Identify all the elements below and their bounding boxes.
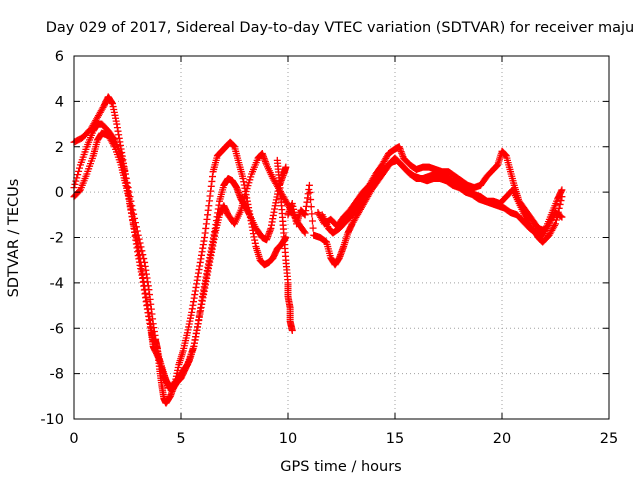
data-point <box>72 177 80 185</box>
y-tick-label: 2 <box>55 140 64 156</box>
y-tick-label: -8 <box>50 367 64 383</box>
data-point <box>131 219 139 227</box>
series-track-6 <box>314 143 566 235</box>
data-point <box>305 181 313 189</box>
data-point <box>308 217 316 225</box>
data-point <box>130 210 138 218</box>
series-track-7 <box>318 156 566 246</box>
chart-title: Day 029 of 2017, Sidereal Day-to-day VTE… <box>46 20 635 36</box>
y-tick-label: 6 <box>55 49 64 65</box>
x-tick-label: 25 <box>600 431 618 447</box>
data-point <box>307 203 315 211</box>
x-tick-label: 5 <box>176 431 185 447</box>
data-point <box>288 327 296 335</box>
data-point <box>121 170 129 178</box>
data-point <box>110 135 118 143</box>
y-tick-label: 0 <box>55 185 64 201</box>
data-point <box>132 223 140 231</box>
scatter-points <box>70 93 566 407</box>
data-point <box>551 222 559 230</box>
data-point <box>123 179 131 187</box>
y-axis-label: SDTVAR / TECUs <box>6 179 22 298</box>
data-point <box>183 362 191 370</box>
data-point <box>137 243 145 251</box>
series-track-1 <box>70 93 290 407</box>
data-point <box>138 247 146 255</box>
y-tick-label: -4 <box>50 276 64 292</box>
data-point <box>553 212 561 220</box>
y-tick-label: -6 <box>50 321 64 337</box>
data-point <box>74 171 82 179</box>
data-point <box>554 208 562 216</box>
data-point <box>306 188 314 196</box>
data-point <box>134 231 142 239</box>
data-point <box>126 193 134 201</box>
axis-ticks <box>73 55 610 420</box>
data-point <box>124 184 132 192</box>
data-point <box>555 204 563 212</box>
data-point <box>128 202 136 210</box>
y-tick-label: -2 <box>50 231 64 247</box>
grid-lines <box>74 56 609 419</box>
data-point <box>558 193 566 201</box>
data-point <box>557 197 565 205</box>
data-point <box>75 167 83 175</box>
x-tick-labels: 0 5 10 15 20 25 <box>69 431 618 447</box>
y-tick-label: 4 <box>55 94 64 110</box>
x-tick-label: 0 <box>69 431 78 447</box>
data-point <box>307 196 315 204</box>
data-point <box>558 213 566 221</box>
data-point <box>135 235 143 243</box>
data-point <box>282 163 290 171</box>
data-point <box>139 251 147 259</box>
data-point <box>556 200 564 208</box>
data-point <box>133 227 141 235</box>
data-point <box>71 180 79 188</box>
x-tick-label: 10 <box>279 431 297 447</box>
data-point <box>301 229 309 237</box>
data-point <box>136 239 144 247</box>
data-point <box>558 186 566 194</box>
data-point <box>309 224 317 232</box>
series-track-3 <box>70 120 309 391</box>
data-point <box>125 188 133 196</box>
data-point <box>76 164 84 172</box>
data-point <box>140 255 148 263</box>
series-track-4 <box>273 156 296 335</box>
x-axis-label: GPS time / hours <box>280 459 401 475</box>
data-point <box>122 175 130 183</box>
x-tick-label: 15 <box>386 431 404 447</box>
data-point <box>129 206 137 214</box>
data-point <box>308 210 316 218</box>
data-point <box>131 214 139 222</box>
data-point <box>552 216 560 224</box>
y-tick-labels: -10 -8 -6 -4 -2 0 2 4 6 <box>40 49 64 428</box>
data-point <box>300 228 308 236</box>
data-point <box>552 220 559 228</box>
y-tick-label: -10 <box>40 412 64 428</box>
x-tick-label: 20 <box>493 431 511 447</box>
data-point <box>127 197 135 205</box>
